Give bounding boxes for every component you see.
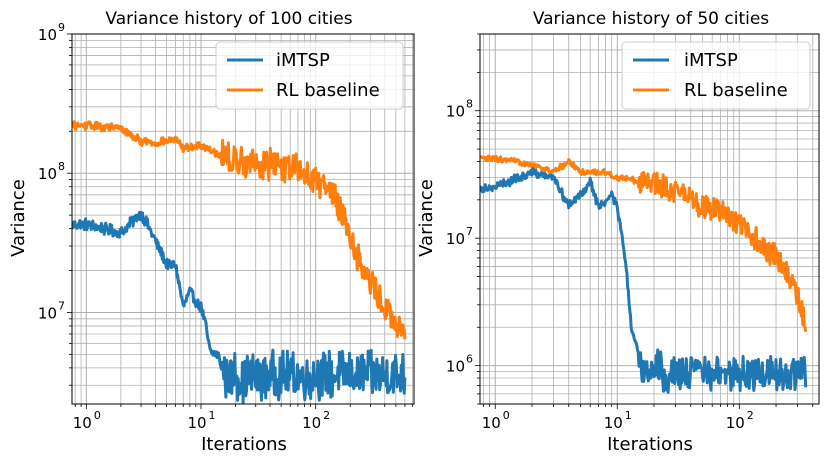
y-tick-exponent: 6 bbox=[466, 353, 473, 366]
plot-frame bbox=[71, 33, 415, 405]
chart-panel-50-cities: Variance history of 50 cities 10 0 10 1 10 21… bbox=[416, 9, 820, 455]
y-tick-exponent: 7 bbox=[466, 225, 473, 238]
y-tick-label: 10 bbox=[38, 26, 57, 44]
x-tick-exponent: 1 bbox=[625, 409, 632, 422]
series-line-rl-baseline bbox=[480, 154, 808, 333]
x-axis-label: Iterations bbox=[607, 434, 693, 455]
legend-label-imtsp: iMTSP bbox=[276, 50, 330, 71]
y-tick-label: 10 bbox=[446, 358, 465, 376]
x-tick-exponent: 2 bbox=[323, 409, 330, 422]
series-line-rl-baseline bbox=[72, 120, 407, 340]
y-axis-label: Variance bbox=[8, 179, 29, 257]
series-lines bbox=[480, 154, 808, 394]
y-tick-label: 10 bbox=[38, 304, 57, 322]
chart-title: Variance history of 50 cities bbox=[533, 9, 769, 29]
x-tick-label: 10 bbox=[604, 414, 623, 432]
series-lines bbox=[72, 120, 407, 404]
x-tick-label: 10 bbox=[187, 414, 206, 432]
plot-frame bbox=[479, 33, 820, 405]
y-tick-label: 10 bbox=[446, 103, 465, 121]
y-tick-exponent: 7 bbox=[58, 299, 65, 312]
y-tick-label: 10 bbox=[446, 230, 465, 248]
chart-title: Variance history of 100 cities bbox=[105, 9, 352, 29]
legend-label-rl: RL baseline bbox=[276, 80, 380, 101]
x-tick-label: 10 bbox=[73, 414, 92, 432]
x-tick-exponent: 1 bbox=[209, 409, 216, 422]
legend-label-imtsp: iMTSP bbox=[684, 50, 738, 71]
x-tick-exponent: 2 bbox=[747, 409, 754, 422]
series-line-imtsp bbox=[480, 166, 808, 394]
legend: iMTSP RL baseline bbox=[215, 41, 404, 110]
series-line-imtsp bbox=[72, 210, 407, 404]
legend-label-rl: RL baseline bbox=[684, 80, 788, 101]
y-tick-exponent: 9 bbox=[58, 21, 65, 34]
x-axis-label: Iterations bbox=[201, 434, 287, 455]
y-axis-label: Variance bbox=[416, 179, 437, 257]
x-tick-exponent: 0 bbox=[94, 409, 101, 422]
legend: iMTSP RL baseline bbox=[621, 41, 811, 110]
y-tick-label: 10 bbox=[38, 165, 57, 183]
x-tick-label: 10 bbox=[482, 414, 501, 432]
y-tick-exponent: 8 bbox=[58, 160, 65, 173]
ticks: 10 0 10 1 10 210 610 710 8 bbox=[446, 33, 814, 432]
x-tick-label: 10 bbox=[726, 414, 745, 432]
x-tick-label: 10 bbox=[302, 414, 321, 432]
x-tick-exponent: 0 bbox=[503, 409, 510, 422]
ticks: 10 0 10 1 10 210 710 810 9 bbox=[38, 21, 413, 432]
y-tick-exponent: 8 bbox=[466, 98, 473, 111]
chart-panel-100-cities: Variance history of 100 cities 10 0 10 1 10 2… bbox=[8, 9, 415, 455]
